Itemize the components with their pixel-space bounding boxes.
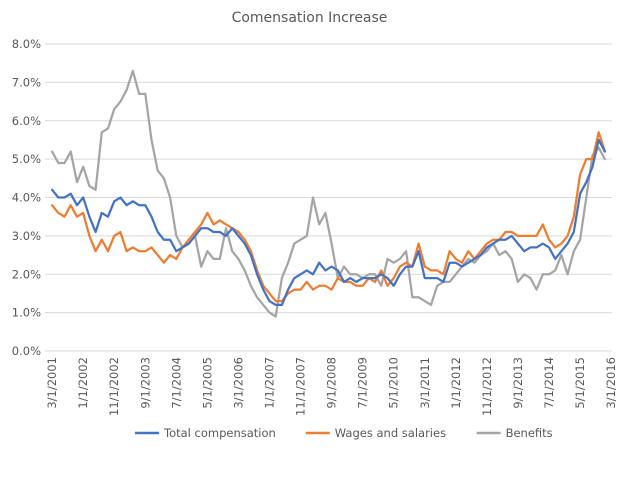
series-lines	[50, 69, 607, 318]
y-tick-label: 6.0%	[12, 114, 41, 128]
x-axis-ticks: 3/1/2001 1/1/2002 11/1/2002 9/1/2003 7/1/200…	[45, 357, 618, 416]
y-tick-label: 8.0%	[12, 37, 41, 51]
legend-label: Benefits	[506, 426, 553, 440]
y-tick-label: 0.0%	[12, 344, 41, 358]
x-tick-label: 3/1/2016	[604, 357, 618, 409]
x-tick-label: 1/1/2002	[76, 357, 90, 409]
x-tick-label: 5/1/2015	[573, 357, 587, 409]
y-tick-label: 4.0%	[12, 191, 41, 205]
series-line-wages-and-salaries	[50, 131, 607, 303]
x-tick-label: 7/1/2014	[542, 357, 556, 409]
x-tick-label: 3/1/2006	[231, 357, 245, 409]
y-tick-label: 3.0%	[12, 229, 41, 243]
x-tick-label: 11/1/2007	[294, 357, 308, 416]
legend-label: Total compensation	[163, 426, 276, 440]
x-tick-label: 7/1/2004	[169, 357, 183, 409]
series-line-total-compensation	[50, 138, 607, 307]
x-tick-label: 3/1/2011	[418, 357, 432, 409]
y-tick-label: 1.0%	[12, 306, 41, 320]
legend: Total compensation Wages and salaries Bene…	[135, 426, 553, 440]
x-tick-label: 9/1/2013	[511, 357, 525, 409]
x-tick-label: 1/1/2012	[449, 357, 463, 409]
x-tick-label: 3/1/2001	[45, 357, 59, 409]
x-tick-label: 5/1/2005	[200, 357, 214, 409]
chart-title: Comensation Increase	[232, 10, 388, 26]
series-line-benefits	[50, 69, 607, 318]
legend-label: Wages and salaries	[335, 426, 446, 440]
x-tick-label: 11/1/2012	[480, 357, 494, 416]
x-tick-label: 1/1/2007	[262, 357, 276, 409]
x-tick-label: 9/1/2003	[138, 357, 152, 409]
x-tick-label: 11/1/2002	[107, 357, 121, 416]
y-axis-ticks: 0.0% 1.0% 2.0% 3.0% 4.0% 5.0% 6.0% 7.0% 8.0%	[12, 37, 41, 358]
y-tick-label: 5.0%	[12, 152, 41, 166]
x-tick-label: 5/1/2010	[387, 357, 401, 409]
x-tick-label: 7/1/2009	[356, 357, 370, 409]
y-tick-label: 7.0%	[12, 75, 41, 89]
x-tick-label: 9/1/2008	[325, 357, 339, 409]
y-tick-label: 2.0%	[12, 267, 41, 281]
gridlines	[45, 43, 612, 352]
